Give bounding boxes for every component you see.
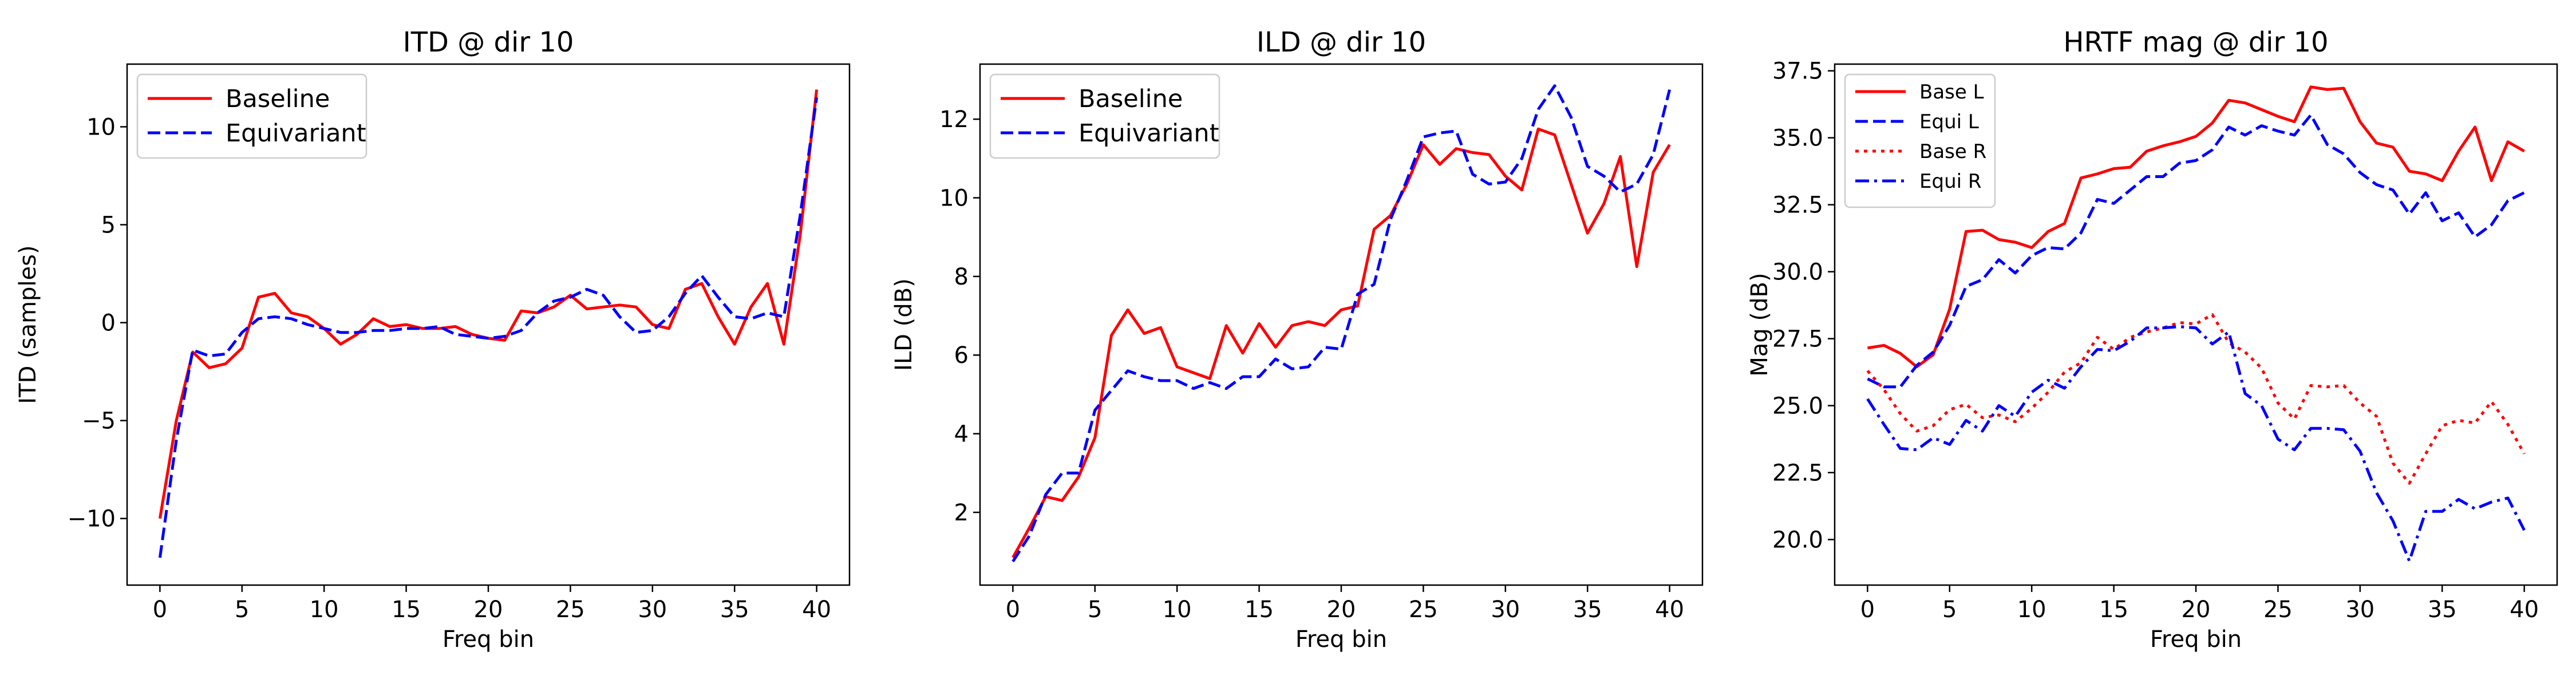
chart-0-x-tick-label: 40 xyxy=(802,597,831,623)
chart-0-series-equivariant-line xyxy=(158,97,819,558)
chart-1-x-tick-label: 35 xyxy=(1573,597,1602,623)
chart-1-x-tick-label: 0 xyxy=(1006,597,1020,623)
chart-0-x-tick-label: 20 xyxy=(474,597,503,623)
chart-1-x-tick-label: 40 xyxy=(1655,597,1684,623)
chart-0-y-axis-label: ITD (samples) xyxy=(15,245,41,404)
chart-1-x-tick-label: 20 xyxy=(1327,597,1356,623)
chart-2-x-tick-label: 35 xyxy=(2428,597,2457,623)
chart-2-x-tick-label: 20 xyxy=(2182,597,2211,623)
chart-2-legend-label: Base R xyxy=(1919,140,1986,163)
chart-1-x-tick-label: 30 xyxy=(1491,597,1520,623)
chart-1-y-tick-label: 2 xyxy=(954,500,969,526)
chart-2-y-tick-label: 27.5 xyxy=(1772,326,1823,353)
chart-2-x-tick-label: 0 xyxy=(1860,597,1875,623)
chart-0-legend-label: Baseline xyxy=(226,85,330,113)
chart-2-legend-label: Equi L xyxy=(1919,110,1979,133)
chart-1-y-tick-label: 12 xyxy=(939,106,969,133)
chart-2-y-tick-label: 37.5 xyxy=(1772,58,1823,85)
chart-0-x-tick-label: 25 xyxy=(556,597,585,623)
chart-2-y-tick-label: 20.0 xyxy=(1772,527,1823,553)
chart-2-y-tick-label: 30.0 xyxy=(1772,259,1823,286)
chart-2-y-tick-label: 32.5 xyxy=(1772,192,1823,219)
chart-0-y-tick-label: −10 xyxy=(68,506,116,532)
chart-0-y-tick-label: 10 xyxy=(86,114,116,140)
chart-0-plot-frame xyxy=(126,63,851,586)
chart-1-y-tick-label: 10 xyxy=(939,185,969,212)
chart-2-title: HRTF mag @ dir 10 xyxy=(2063,26,2328,58)
chart-0-y-tick-label: 0 xyxy=(101,310,116,337)
ild-panel: ILD @ dir 10 0 5 10 15 20 25 30 35 40 2 4 6 8 10 12 Freq… xyxy=(891,26,1704,653)
chart-2-x-tick-label: 10 xyxy=(2017,597,2046,623)
chart-0-title: ITD @ dir 10 xyxy=(403,26,574,58)
chart-1-series-equivariant-line xyxy=(1012,84,1672,563)
chart-2-x-tick-label: 5 xyxy=(1942,597,1957,623)
chart-0-legend-box xyxy=(136,73,368,159)
chart-1-legend-label: Equivariant xyxy=(1078,119,1219,148)
chart-2-series-equi-r-line xyxy=(1866,325,2526,563)
chart-2-legend-label: Equi R xyxy=(1919,170,1982,193)
chart-2-series-base-r-line xyxy=(1866,313,2526,485)
itd-panel: ITD @ dir 10 0 5 10 15 20 25 30 35 40 −10 −5 0 5 10 Fre… xyxy=(15,26,851,653)
chart-2-y-axis-label: Mag (dB) xyxy=(1747,273,1773,376)
chart-2-plot-frame xyxy=(1834,63,2558,586)
chart-0-x-tick-label: 0 xyxy=(153,597,167,623)
chart-2-y-tick-label: 25.0 xyxy=(1772,393,1823,420)
chart-1-legend-label: Baseline xyxy=(1078,85,1183,113)
chart-0-x-tick-label: 10 xyxy=(310,597,339,623)
chart-0-x-tick-label: 30 xyxy=(638,597,667,623)
chart-1-title: ILD @ dir 10 xyxy=(1257,26,1426,58)
chart-0-legend-label: Equivariant xyxy=(226,119,366,148)
chart-1-y-tick-label: 6 xyxy=(954,342,969,369)
chart-1-plot-frame xyxy=(979,63,1704,586)
chart-2-x-axis-label: Freq bin xyxy=(2150,626,2242,653)
chart-2-series-base-l-line xyxy=(1867,85,2525,369)
chart-1-x-tick-label: 10 xyxy=(1163,597,1192,623)
chart-2-y-tick-label: 22.5 xyxy=(1772,460,1823,486)
chart-1-x-tick-label: 15 xyxy=(1244,597,1274,623)
chart-1-x-tick-label: 5 xyxy=(1088,597,1102,623)
chart-0-x-tick-label: 5 xyxy=(235,597,249,623)
chart-2-legend-label: Base L xyxy=(1919,81,1984,104)
chart-1-series-baseline-line xyxy=(1012,127,1671,559)
chart-1-y-axis-label: ILD (dB) xyxy=(891,278,917,371)
chart-1-x-tick-label: 25 xyxy=(1409,597,1438,623)
chart-2-x-tick-label: 30 xyxy=(2345,597,2374,623)
chart-2-x-tick-label: 15 xyxy=(2099,597,2128,623)
chart-0-x-tick-label: 15 xyxy=(392,597,421,623)
chart-2-x-tick-label: 25 xyxy=(2263,597,2293,623)
chart-1-legend-box xyxy=(989,73,1220,159)
chart-1-x-axis-label: Freq bin xyxy=(1295,626,1387,653)
chart-0-y-tick-label: 5 xyxy=(101,212,116,239)
chart-1-y-tick-label: 8 xyxy=(954,264,969,290)
chart-0-x-tick-label: 35 xyxy=(720,597,749,623)
chart-2-y-tick-label: 35.0 xyxy=(1772,125,1823,152)
chart-1-y-tick-label: 4 xyxy=(954,421,969,448)
chart-2-series-equi-l-line xyxy=(1867,113,2525,389)
chart-0-y-tick-label: −5 xyxy=(82,408,116,435)
hrtf-mag-panel: HRTF mag @ dir 10 0 5 10 15 20 25 30 35 40 20.0 22.… xyxy=(1747,26,2558,653)
chart-2-legend-box xyxy=(1844,73,1996,208)
chart-2-x-tick-label: 40 xyxy=(2510,597,2539,623)
chart-0-x-axis-label: Freq bin xyxy=(442,626,534,653)
